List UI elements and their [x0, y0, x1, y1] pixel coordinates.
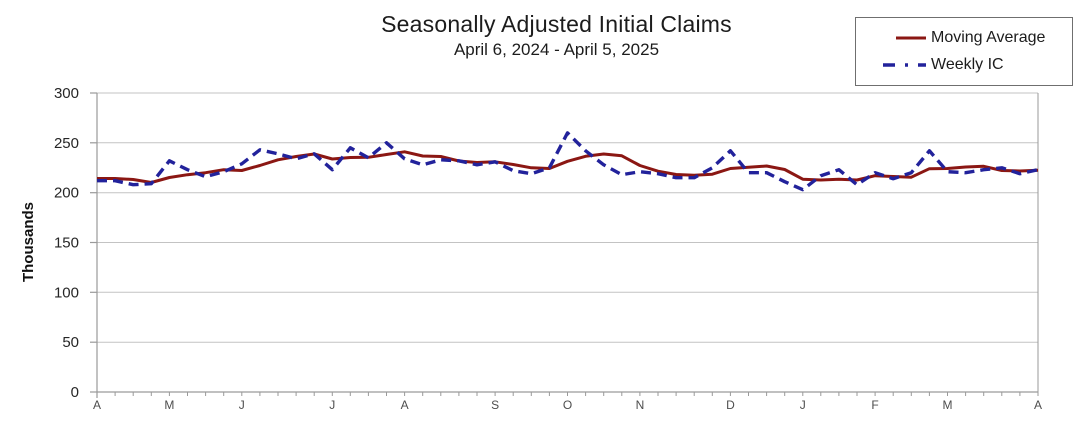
x-axis-tick-label: N [636, 398, 645, 412]
weekly-ic-line [97, 131, 1039, 192]
legend-item-moving-average: Moving Average [880, 29, 1072, 47]
y-axis-tick-label: 100 [54, 284, 79, 301]
x-axis-tick-label: D [726, 398, 735, 412]
x-axis-tick-label: J [329, 398, 335, 412]
y-axis-tick-label: 150 [54, 235, 79, 252]
x-axis-tick-label: O [563, 398, 572, 412]
x-axis-tick-label: J [800, 398, 806, 412]
x-axis-tick-label: M [164, 398, 174, 412]
chart-subtitle: April 6, 2024 - April 5, 2025 [453, 40, 660, 59]
dashed-line-icon [883, 63, 926, 67]
legend: Moving Average Weekly IC [855, 17, 1073, 86]
gridlines [97, 92, 1038, 343]
x-axis-tick-label: A [93, 398, 101, 412]
x-axis-tick-label: A [1034, 398, 1042, 412]
y-axis-title: Thousands [20, 202, 37, 283]
chart-title: Seasonally Adjusted Initial Claims [381, 11, 732, 37]
x-axis-tick-label: S [491, 398, 499, 412]
y-axis-tick-label: 300 [54, 85, 79, 102]
y-axis-tick-label: 0 [71, 384, 79, 401]
x-axis-tick-label: A [401, 398, 409, 412]
legend-item-weekly-ic: Weekly IC [880, 56, 1072, 74]
y-axis-tick-label: 250 [54, 135, 79, 152]
y-axis-tick-label: 50 [62, 334, 79, 351]
solid-line-icon [896, 36, 926, 40]
x-axis-tick-label: F [871, 398, 878, 412]
x-axis-tick-label: J [239, 398, 245, 412]
y-axis-tick-label: 200 [54, 185, 79, 202]
legend-label-moving-average: Moving Average [931, 29, 1046, 46]
legend-label-weekly-ic: Weekly IC [931, 56, 1004, 73]
x-axis-tick-label: M [943, 398, 953, 412]
